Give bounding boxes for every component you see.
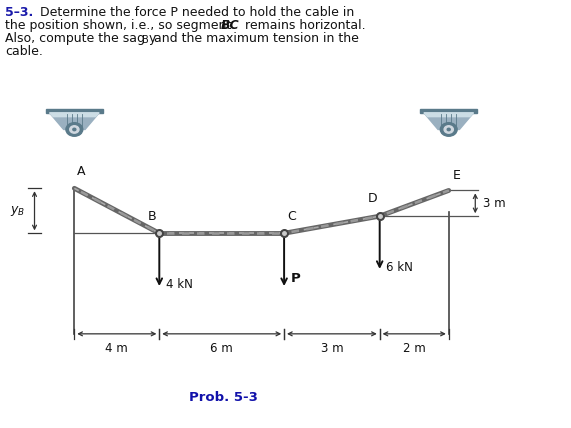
Circle shape bbox=[70, 126, 79, 133]
Circle shape bbox=[66, 123, 83, 136]
Circle shape bbox=[444, 126, 453, 133]
Circle shape bbox=[73, 128, 76, 131]
Circle shape bbox=[447, 128, 451, 131]
Text: 2 m: 2 m bbox=[403, 342, 425, 354]
Text: 3 m: 3 m bbox=[483, 197, 506, 210]
Text: C: C bbox=[287, 210, 296, 223]
Bar bbox=[46, 109, 103, 113]
Text: D: D bbox=[367, 193, 377, 205]
Polygon shape bbox=[50, 113, 99, 117]
Text: 6 m: 6 m bbox=[210, 342, 233, 354]
Polygon shape bbox=[424, 113, 473, 117]
Text: remains horizontal.: remains horizontal. bbox=[240, 19, 365, 32]
Text: BC: BC bbox=[220, 19, 239, 32]
Text: $y_B$: $y_B$ bbox=[10, 204, 25, 218]
Text: B: B bbox=[148, 210, 156, 223]
Text: 4 kN: 4 kN bbox=[166, 278, 192, 291]
Text: Prob. 5-3: Prob. 5-3 bbox=[188, 392, 258, 404]
Polygon shape bbox=[424, 113, 473, 130]
Text: P: P bbox=[291, 272, 300, 285]
Text: 6 kN: 6 kN bbox=[386, 261, 413, 274]
Text: Determine the force P needed to hold the cable in: Determine the force P needed to hold the… bbox=[40, 6, 354, 19]
Circle shape bbox=[440, 123, 457, 136]
Text: 3 m: 3 m bbox=[320, 342, 343, 354]
Text: B: B bbox=[142, 35, 148, 45]
Polygon shape bbox=[50, 113, 99, 130]
Text: and the maximum tension in the: and the maximum tension in the bbox=[150, 32, 359, 45]
Text: the position shown, i.e., so segment: the position shown, i.e., so segment bbox=[5, 19, 236, 32]
Text: 5–3.: 5–3. bbox=[5, 6, 34, 19]
Text: Also, compute the sag y: Also, compute the sag y bbox=[5, 32, 156, 45]
Text: E: E bbox=[453, 169, 461, 182]
Text: cable.: cable. bbox=[5, 45, 43, 58]
Bar bbox=[420, 109, 477, 113]
Text: A: A bbox=[77, 165, 86, 178]
Text: 4 m: 4 m bbox=[106, 342, 128, 354]
